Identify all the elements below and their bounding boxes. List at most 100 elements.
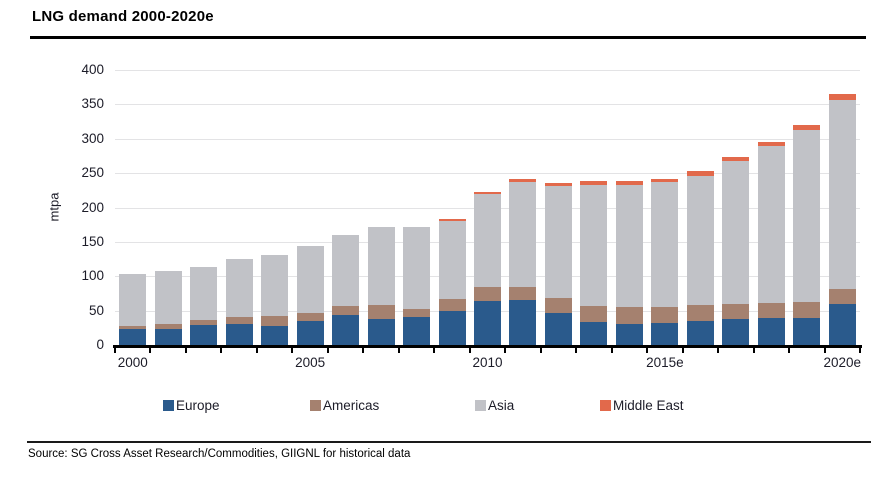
- y-axis-tick-label: 400: [81, 62, 104, 77]
- bar-segment-europe: [332, 315, 360, 345]
- bar-segment-europe: [651, 323, 679, 345]
- x-axis-tick: [326, 347, 329, 353]
- y-axis-tick-label: 300: [81, 130, 104, 146]
- bar-segment-asia: [438, 220, 466, 299]
- x-axis-tick: [362, 347, 365, 353]
- legend-label: Asia: [488, 397, 515, 413]
- bar-segment-europe: [367, 318, 395, 345]
- x-axis-tick: [717, 347, 720, 353]
- bar-segment-asia: [119, 274, 147, 326]
- bar-segment-americas: [154, 323, 182, 329]
- y-axis-tick-label: 200: [81, 199, 104, 215]
- gridline-400: [115, 70, 860, 71]
- gridline-350: [115, 104, 860, 106]
- bar-segment-americas: [580, 305, 608, 323]
- x-axis-label-2010: 2010: [472, 355, 503, 370]
- x-axis-tick: [468, 347, 471, 353]
- legend-item-americas: Americas: [310, 397, 379, 413]
- y-axis-tick-label: 0: [96, 337, 104, 352]
- legend-label: Americas: [323, 397, 380, 413]
- bar-segment-asia: [367, 226, 395, 306]
- x-axis-label-2015e: 2015e: [646, 355, 684, 370]
- bar-segment-americas: [225, 316, 253, 324]
- bar-segment-asia: [474, 194, 501, 288]
- x-axis-label-2005: 2005: [295, 355, 326, 370]
- x-axis-line: [113, 345, 862, 348]
- bar-segment-europe: [190, 325, 218, 345]
- y-axis-tick-label: 50: [88, 302, 104, 318]
- x-axis-tick: [610, 347, 613, 353]
- bar-segment-europe: [225, 323, 253, 345]
- legend-item-middle-east: Middle East: [600, 397, 684, 413]
- gridline-250: [115, 173, 860, 175]
- bar-segment-middle-east: [509, 179, 537, 183]
- bar-segment-middle-east: [686, 171, 714, 176]
- x-axis-tick: [504, 347, 507, 353]
- y-axis-tick-label: 100: [81, 268, 104, 284]
- legend-label: Europe: [176, 397, 220, 413]
- bar-segment-asia: [580, 184, 608, 306]
- bar-segment-europe: [580, 322, 608, 345]
- bar-segment-europe: [686, 320, 714, 345]
- bar-segment-americas: [828, 288, 856, 305]
- x-axis-tick: [433, 347, 436, 353]
- bar-segment-europe: [509, 300, 537, 345]
- bar-segment-asia: [154, 270, 182, 324]
- legend-swatch-asia: [475, 399, 486, 411]
- x-axis-tick: [681, 347, 684, 353]
- legend-swatch-middle-east: [600, 399, 611, 411]
- source-rule: [27, 441, 871, 443]
- bar-segment-europe: [544, 312, 572, 345]
- bar-segment-europe: [403, 316, 431, 345]
- bar-segment-asia: [190, 266, 218, 320]
- bar-segment-americas: [686, 305, 714, 321]
- bar-segment-europe: [793, 317, 821, 345]
- y-axis-tick-label: 150: [81, 233, 104, 249]
- bar-segment-middle-east: [580, 181, 608, 185]
- bar-segment-americas: [119, 325, 147, 329]
- x-axis-tick: [539, 347, 542, 353]
- bar-segment-middle-east: [757, 141, 785, 146]
- bar-segment-asia: [615, 184, 643, 307]
- gridline-300: [115, 138, 860, 140]
- bar-segment-middle-east: [793, 125, 821, 130]
- bar-segment-asia: [225, 259, 253, 317]
- bar-segment-americas: [296, 312, 324, 321]
- bar-segment-asia: [757, 145, 785, 304]
- bar-segment-americas: [509, 286, 537, 301]
- bar-segment-americas: [438, 298, 466, 311]
- bar-segment-middle-east: [438, 218, 466, 221]
- bar-segment-europe: [615, 323, 643, 345]
- bar-segment-americas: [403, 308, 431, 317]
- bar-segment-asia: [686, 175, 714, 306]
- bar-segment-asia: [722, 161, 750, 305]
- y-axis-tick-label: 350: [81, 96, 104, 112]
- bar-segment-europe: [296, 320, 324, 345]
- bar-segment-europe: [438, 310, 466, 345]
- bar-segment-middle-east: [722, 156, 750, 162]
- bar-segment-europe: [828, 304, 856, 345]
- bar-segment-asia: [828, 99, 856, 289]
- y-axis-tick-label: 250: [81, 165, 104, 181]
- bar-segment-middle-east: [615, 181, 643, 185]
- x-axis-label-2020e: 2020e: [823, 355, 862, 370]
- x-axis-tick: [397, 347, 400, 353]
- x-axis-label-2000: 2000: [117, 355, 148, 370]
- bar-segment-middle-east: [651, 178, 679, 183]
- bar-segment-americas: [757, 303, 785, 319]
- bar-segment-europe: [119, 328, 147, 345]
- legend-item-asia: Asia: [475, 397, 514, 413]
- x-axis-tick: [859, 347, 861, 353]
- x-axis-tick: [149, 347, 152, 353]
- bar-segment-middle-east: [544, 182, 572, 187]
- x-axis-tick: [184, 347, 187, 353]
- x-axis-tick: [752, 347, 755, 353]
- bar-segment-europe: [474, 301, 501, 345]
- legend-swatch-europe: [163, 399, 174, 411]
- bar-segment-asia: [332, 235, 360, 306]
- x-axis-tick: [220, 347, 223, 353]
- page-title: LNG demand 2000-2020e: [32, 8, 214, 25]
- bar-segment-asia: [296, 246, 324, 313]
- x-axis-tick: [575, 347, 578, 353]
